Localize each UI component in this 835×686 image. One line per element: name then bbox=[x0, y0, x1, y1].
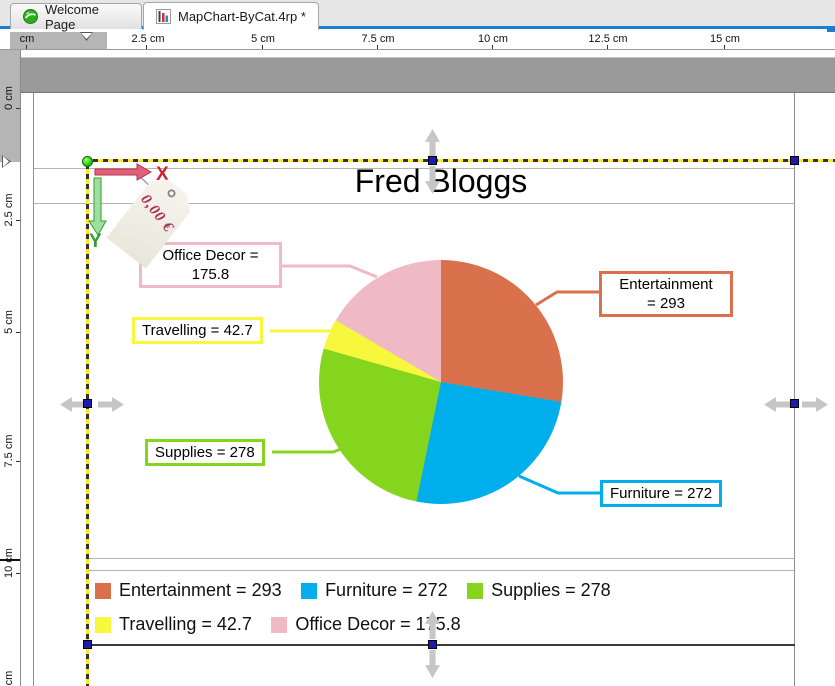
legend-item-travelling[interactable]: Travelling = 42.7 bbox=[95, 614, 252, 635]
ruler-tick bbox=[26, 45, 27, 49]
ruler-tick-label: 10 cm bbox=[478, 33, 508, 45]
callout-text: = 293 bbox=[647, 295, 685, 312]
ruler-margin-zone bbox=[0, 50, 20, 162]
ruler-tick-label: 5 cm bbox=[3, 310, 15, 334]
ruler-unit-label: cm bbox=[19, 33, 35, 45]
workspace-margin-band bbox=[21, 57, 835, 93]
legend-swatch bbox=[467, 582, 484, 599]
vertical-ruler: 0 cm 2.5 cm 5 cm 7.5 cm 10 cm cm bbox=[0, 50, 21, 686]
ruler-tick bbox=[16, 332, 20, 333]
layout-guide-line bbox=[34, 168, 794, 169]
selection-border-top bbox=[88, 159, 835, 162]
ruler-tick-label: 7.5 cm bbox=[3, 434, 15, 468]
callout-text: 175.8 bbox=[191, 266, 230, 283]
resize-handle-top[interactable] bbox=[428, 156, 437, 165]
layout-guide-line bbox=[34, 203, 794, 204]
ruler-margin-zone bbox=[10, 32, 107, 49]
callout-text: Supplies = 278 bbox=[155, 444, 255, 461]
ruler-tick-label: 7.5 cm bbox=[361, 33, 395, 45]
price-tag-hole-icon bbox=[166, 188, 177, 199]
callout-supplies[interactable]: Supplies = 278 bbox=[145, 439, 265, 466]
legend-label: Supplies = 278 bbox=[491, 580, 611, 600]
legend-label: Entertainment = 293 bbox=[119, 580, 282, 600]
legend-swatch bbox=[301, 582, 318, 599]
ruler-tick-label: 2.5 cm bbox=[3, 193, 15, 227]
tab-label: Welcome Page bbox=[45, 1, 99, 32]
ruler-unit-label: cm bbox=[3, 670, 15, 686]
legend-item-furniture[interactable]: Furniture = 272 bbox=[301, 580, 448, 601]
legend-swatch bbox=[271, 616, 288, 633]
chart-legend-row-1: Entertainment = 293 Furniture = 272 Supp… bbox=[95, 580, 626, 604]
callout-office-decor[interactable]: Office Decor = 175.8 bbox=[139, 242, 282, 288]
selection-border-bottom bbox=[88, 644, 795, 646]
ruler-tick bbox=[492, 45, 493, 49]
selection-origin-handle[interactable] bbox=[82, 156, 93, 167]
callout-entertainment[interactable]: Entertainment = 293 bbox=[599, 271, 733, 317]
ruler-tick bbox=[16, 220, 20, 221]
legend-label: Office Decor = 175.8 bbox=[295, 614, 461, 634]
report-chart-icon bbox=[156, 9, 171, 24]
ruler-tick bbox=[16, 461, 20, 462]
resize-handle-bottom[interactable] bbox=[428, 640, 437, 649]
resize-handle-left[interactable] bbox=[83, 399, 92, 408]
ruler-tick bbox=[146, 45, 147, 49]
horizontal-margin-marker[interactable] bbox=[80, 32, 93, 41]
tab-mapchart-bycat[interactable]: MapChart-ByCat.4rp * bbox=[143, 2, 319, 30]
callout-text: Furniture = 272 bbox=[610, 485, 713, 502]
chart-legend-row-2: Travelling = 42.7 Office Decor = 175.8 bbox=[95, 614, 476, 638]
callout-travelling[interactable]: Travelling = 42.7 bbox=[132, 317, 263, 344]
ruler-tick bbox=[16, 108, 20, 109]
resize-handle-right[interactable] bbox=[790, 399, 799, 408]
page-right-edge bbox=[794, 93, 795, 686]
callout-text: Office Decor = bbox=[162, 247, 259, 264]
ruler-tick bbox=[724, 45, 725, 49]
page-left-edge bbox=[33, 93, 34, 686]
ruler-tick-label: 12.5 cm bbox=[588, 33, 628, 45]
ruler-tick bbox=[607, 45, 608, 49]
tab-welcome-page[interactable]: Welcome Page bbox=[10, 1, 142, 32]
legend-swatch bbox=[95, 616, 111, 633]
ruler-tick bbox=[16, 573, 20, 574]
ruler-tick-label: 10 cm bbox=[3, 548, 15, 578]
legend-item-supplies[interactable]: Supplies = 278 bbox=[467, 580, 611, 601]
vertical-margin-marker[interactable] bbox=[2, 155, 11, 168]
resize-handle-top-right[interactable] bbox=[790, 156, 799, 165]
ruler-tick-label: 15 cm bbox=[710, 33, 740, 45]
horizontal-ruler: cm 2.5 cm 5 cm 7.5 cm 10 cm 12.5 cm 15 c… bbox=[10, 32, 835, 50]
page-break-marker bbox=[0, 559, 20, 561]
resize-handle-bottom-left[interactable] bbox=[83, 640, 92, 649]
callout-text: Travelling = 42.7 bbox=[142, 322, 253, 339]
ruler-tick bbox=[262, 45, 263, 49]
ruler-tick-label: 2.5 cm bbox=[131, 33, 165, 45]
selection-border-left bbox=[86, 159, 89, 686]
document-tab-bar: Welcome Page MapChart-ByCat.4rp * bbox=[0, 0, 835, 45]
tab-label: MapChart-ByCat.4rp * bbox=[178, 9, 306, 24]
chart-title[interactable]: Fred Bloggs bbox=[354, 163, 528, 199]
pie-chart[interactable] bbox=[319, 260, 563, 504]
callout-furniture[interactable]: Furniture = 272 bbox=[600, 480, 723, 507]
legend-label: Furniture = 272 bbox=[325, 580, 448, 600]
home-sphere-icon bbox=[23, 9, 38, 24]
legend-item-entertainment[interactable]: Entertainment = 293 bbox=[95, 580, 282, 601]
callout-text: Entertainment bbox=[619, 276, 713, 293]
ruler-tick-label: 5 cm bbox=[251, 33, 275, 45]
layout-guide-line bbox=[88, 570, 794, 571]
ruler-tick-label: 0 cm bbox=[3, 86, 15, 110]
legend-swatch bbox=[95, 582, 111, 599]
ruler-tick bbox=[377, 45, 378, 49]
legend-item-office-decor[interactable]: Office Decor = 175.8 bbox=[271, 614, 461, 635]
legend-label: Travelling = 42.7 bbox=[119, 614, 252, 634]
layout-guide-line bbox=[88, 558, 794, 559]
